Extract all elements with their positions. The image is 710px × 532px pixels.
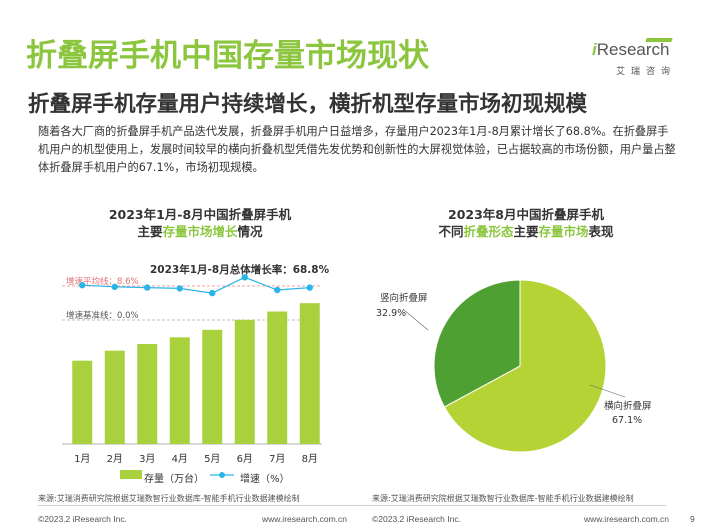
slice-vertical-label: 竖向折叠屏 bbox=[380, 293, 428, 304]
page-title: 折叠屏手机中国存量市场现状 bbox=[26, 38, 429, 74]
legend-bar-swatch bbox=[120, 470, 142, 479]
page-subtitle: 折叠屏手机存量用户持续增长，横折机型存量市场初现规模 bbox=[28, 92, 588, 117]
x-tick-label: 4月 bbox=[172, 453, 188, 465]
logo-wordmark: iResearch bbox=[592, 40, 670, 59]
slice-vertical-value: 32.9% bbox=[376, 308, 407, 319]
x-tick-label: 3月 bbox=[139, 453, 155, 465]
url-left: www.iresearch.com.cn bbox=[262, 514, 348, 524]
slice-horizontal-value: 67.1% bbox=[612, 415, 643, 426]
x-tick-label: 7月 bbox=[269, 453, 285, 465]
right-chart-title: 2023年8月中国折叠屏手机 不同折叠形态主要存量市场表现 bbox=[396, 206, 656, 240]
stock-bar bbox=[202, 329, 223, 444]
growth-point bbox=[209, 289, 216, 297]
horizontal-slice-leader bbox=[589, 384, 626, 398]
x-tick-label: 8月 bbox=[302, 453, 318, 465]
left-chart-title-line1: 2023年1月-8月中国折叠屏手机 bbox=[108, 207, 292, 222]
iresearch-logo: iResearch 艾瑞咨询 bbox=[590, 37, 680, 81]
legend-line-label: 增速（%） bbox=[240, 474, 290, 485]
source-note-left: 来源:艾瑞消费研究院根据艾瑞数智行业数据库-智能手机行业数据建模绘制 bbox=[38, 494, 300, 503]
pie-slice-vertical bbox=[433, 279, 521, 408]
logo-chinese-name: 艾瑞咨询 bbox=[616, 67, 677, 77]
base-line-label: 增速基准线：0.0% bbox=[66, 311, 139, 321]
stock-bar bbox=[137, 344, 158, 444]
legend-line-dot bbox=[219, 472, 225, 478]
total-growth-label: 2023年1月-8月总体增长率：68.8% bbox=[150, 264, 330, 276]
right-chart-title-line1: 2023年8月中国折叠屏手机 bbox=[448, 207, 604, 222]
stock-bar bbox=[104, 350, 125, 444]
slice-horizontal-label: 横向折叠屏 bbox=[604, 401, 652, 412]
growth-point bbox=[176, 285, 183, 292]
vertical-slice-leader bbox=[403, 309, 429, 331]
x-tick-label: 1月 bbox=[74, 453, 90, 465]
summary-paragraph: 随着各大厂商的折叠屏手机产品迭代发展，折叠屏手机用户日益增多，存量用户2023年… bbox=[38, 125, 676, 174]
copyright-left: ©2023.2 iResearch Inc. bbox=[38, 514, 127, 524]
growth-point bbox=[274, 286, 281, 294]
source-note-right: 来源:艾瑞消费研究院根据艾瑞数智行业数据库-智能手机行业数据建模绘制 bbox=[372, 494, 634, 503]
x-tick-label: 2月 bbox=[107, 453, 123, 465]
legend-bar-label: 存量（万台） bbox=[144, 474, 204, 485]
stock-bar bbox=[169, 337, 190, 444]
growth-point bbox=[144, 284, 151, 291]
left-chart-title: 2023年1月-8月中国折叠屏手机 主要存量市场增长情况 bbox=[60, 206, 340, 240]
stock-bar bbox=[299, 303, 320, 444]
stock-bar bbox=[234, 319, 255, 444]
avg-line-label: 增速平均线：8.6% bbox=[66, 277, 139, 287]
x-tick-label: 6月 bbox=[237, 453, 253, 465]
url-right: www.iresearch.com.cn bbox=[584, 514, 670, 524]
pie-slice-horizontal bbox=[443, 279, 607, 453]
footer-divider bbox=[38, 505, 666, 506]
page-number: 9 bbox=[690, 514, 695, 524]
right-chart-title-line2: 不同折叠形态主要存量市场表现 bbox=[438, 224, 614, 239]
growth-point bbox=[306, 284, 313, 291]
stock-bar bbox=[267, 311, 288, 444]
copyright-right: ©2023.2 iResearch Inc. bbox=[372, 514, 461, 524]
x-tick-label: 5月 bbox=[204, 453, 220, 465]
left-chart-title-line2: 主要存量市场增长情况 bbox=[137, 224, 263, 239]
stock-bar bbox=[72, 360, 93, 444]
